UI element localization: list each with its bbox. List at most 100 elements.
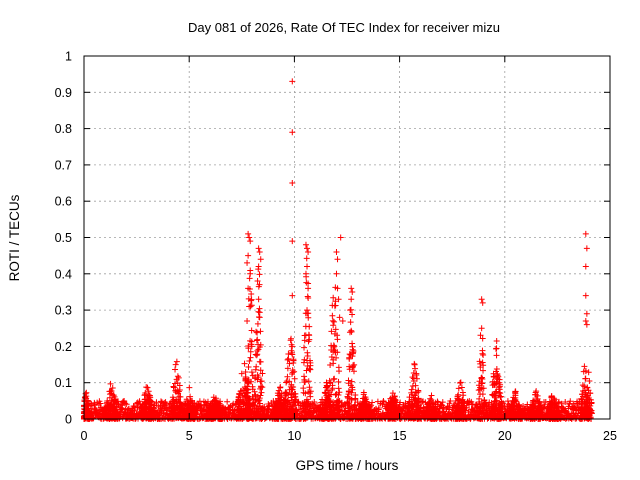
data-point [256, 271, 263, 278]
data-point [478, 379, 485, 386]
data-point [247, 238, 254, 245]
data-point [331, 302, 338, 309]
data-point [497, 407, 504, 414]
data-point [334, 256, 341, 263]
data-point [303, 396, 310, 403]
data-point [110, 392, 117, 399]
data-point [337, 234, 344, 241]
data-point [331, 318, 338, 325]
data-point [255, 374, 262, 381]
data-point [479, 335, 486, 342]
data-point [292, 399, 299, 406]
data-point [433, 415, 440, 422]
data-point [551, 396, 558, 403]
data-point [535, 412, 542, 419]
data-point [81, 398, 88, 405]
data-point [328, 391, 335, 398]
data-point [281, 406, 288, 413]
data-point [177, 404, 184, 411]
data-point [237, 388, 244, 395]
data-point [366, 414, 373, 421]
data-point [307, 409, 314, 416]
data-point [509, 402, 516, 409]
data-point [288, 347, 295, 354]
data-point [585, 395, 592, 402]
data-point [235, 414, 242, 421]
data-point [149, 413, 156, 420]
data-point [245, 364, 252, 371]
data-point [256, 309, 263, 316]
data-point [307, 362, 314, 369]
data-point [235, 396, 242, 403]
data-point [497, 390, 504, 397]
data-point [301, 400, 308, 407]
data-point [256, 358, 263, 365]
data-point [236, 398, 243, 405]
y-tick-label: 0.1 [55, 376, 72, 390]
data-point [411, 411, 418, 418]
data-point [350, 349, 357, 356]
data-point [173, 358, 180, 365]
data-point [213, 410, 220, 417]
data-point [506, 410, 513, 417]
data-point [538, 406, 545, 413]
data-point [317, 407, 324, 414]
y-axis-label: ROTI / TECUs [7, 194, 22, 281]
data-point [245, 230, 252, 237]
data-point [153, 399, 160, 406]
data-point [335, 364, 342, 371]
data-point [339, 317, 346, 324]
data-point [284, 406, 291, 413]
data-point [207, 405, 214, 412]
data-point [246, 275, 253, 282]
data-point [326, 402, 333, 409]
data-point [305, 294, 312, 301]
data-point [303, 255, 310, 262]
data-point [288, 335, 295, 342]
data-point [408, 396, 415, 403]
data-point [146, 414, 153, 421]
data-point [283, 379, 290, 386]
data-point [363, 406, 370, 413]
x-tick-label: 0 [81, 429, 88, 443]
data-point [289, 238, 296, 245]
data-point [562, 399, 569, 406]
data-point [411, 361, 418, 368]
data-point [102, 407, 109, 414]
x-tick-label: 20 [498, 429, 512, 443]
data-point [252, 391, 259, 398]
grid-lines [84, 56, 610, 419]
data-point [480, 410, 487, 417]
data-point [303, 411, 310, 418]
data-point [477, 360, 484, 367]
x-tick-label: 5 [186, 429, 193, 443]
data-point [334, 285, 341, 292]
data-point [332, 326, 339, 333]
data-point [359, 404, 366, 411]
data-point [478, 325, 485, 332]
data-point [478, 374, 485, 381]
data-point [336, 398, 343, 405]
data-point [539, 415, 546, 422]
data-point [454, 395, 461, 402]
plot-frame [83, 55, 611, 420]
x-axis-ticks: 0 5 10 15 20 25 [81, 56, 617, 443]
data-points [81, 78, 595, 422]
data-point [331, 343, 338, 350]
data-point [458, 384, 465, 391]
data-point [458, 404, 465, 411]
data-point [582, 375, 589, 382]
data-point [305, 285, 312, 292]
data-point [333, 391, 340, 398]
data-point [123, 401, 130, 408]
data-point [495, 373, 502, 380]
data-point [360, 389, 367, 396]
data-point [109, 385, 116, 392]
data-point [300, 359, 307, 366]
data-point [478, 296, 485, 303]
data-point [300, 385, 307, 392]
data-point [284, 356, 291, 363]
data-point [582, 263, 589, 270]
data-point [248, 338, 255, 345]
data-point [301, 377, 308, 384]
